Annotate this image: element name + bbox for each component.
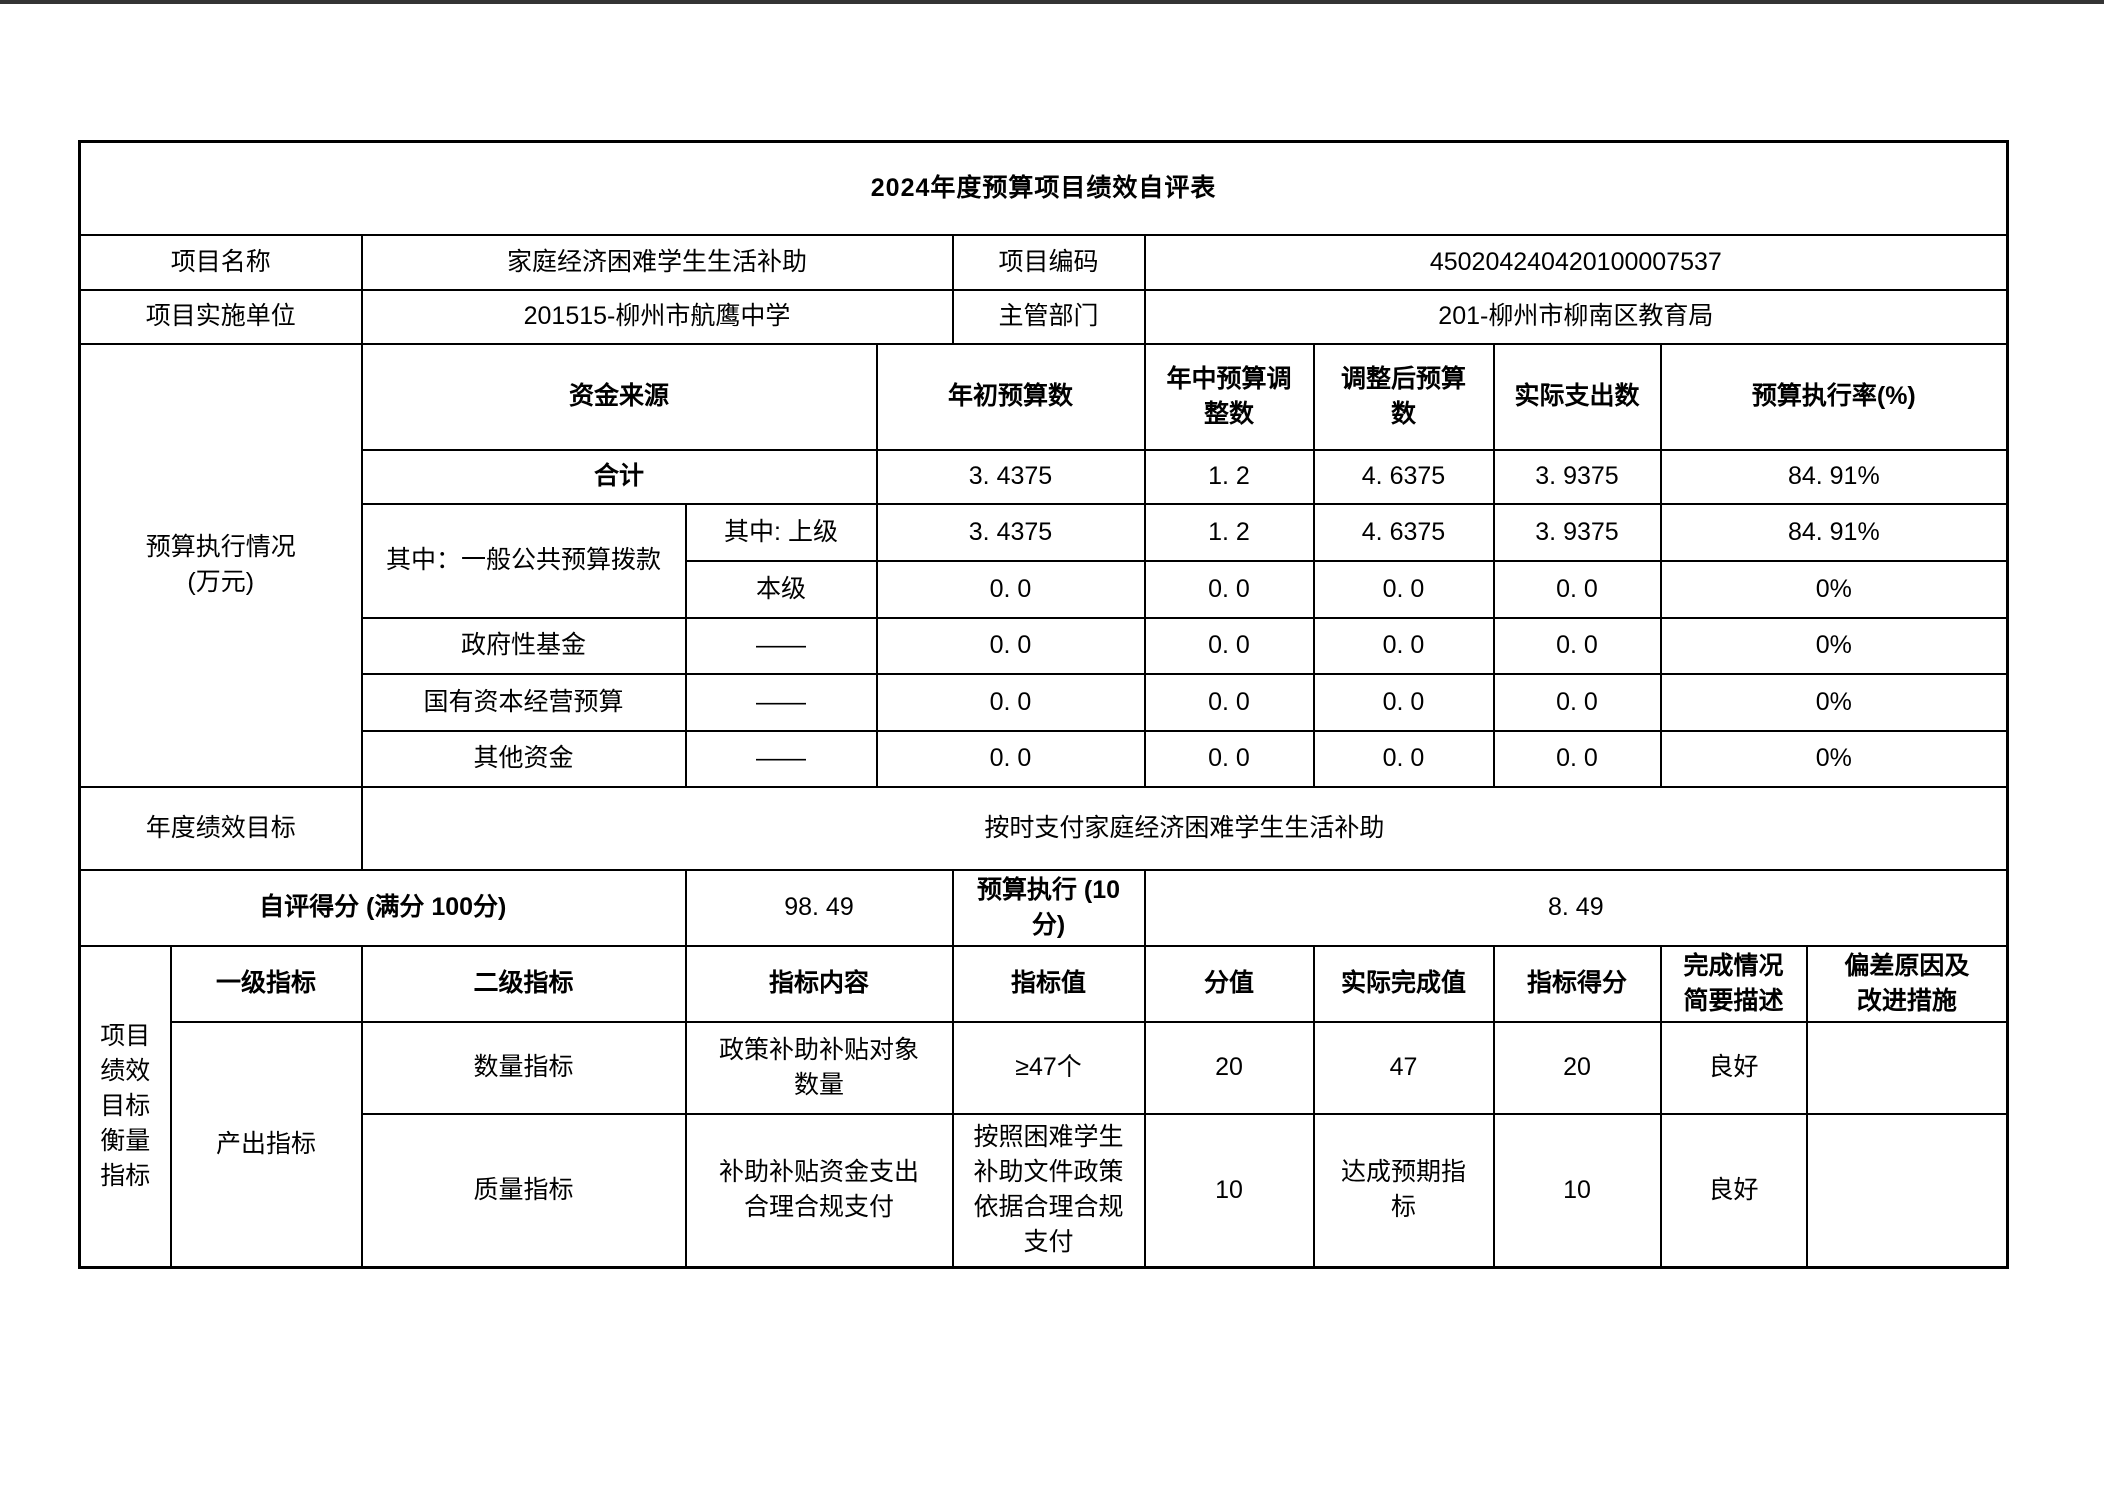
- indicator-row-level2: 质量指标: [360, 1112, 687, 1269]
- budget-soe-adjusted: 0. 0: [1312, 672, 1495, 732]
- budget-total-adjusted: 4. 6375: [1312, 448, 1495, 505]
- page-title: 2024年度预算项目绩效自评表: [78, 140, 2009, 236]
- indicator-row-deviation: [1805, 1020, 2009, 1115]
- budget-header-source: 资金来源: [360, 342, 878, 451]
- indicator-row-status: 良好: [1659, 1020, 1808, 1115]
- budget-local-midyear: 0. 0: [1143, 559, 1315, 619]
- budget-local-initial: 0. 0: [875, 559, 1146, 619]
- budget-other-midyear: 0. 0: [1143, 729, 1315, 788]
- indicator-header-actual: 实际完成值: [1312, 944, 1495, 1023]
- budget-superior-label: 其中: 上级: [684, 502, 878, 562]
- budget-local-actual: 0. 0: [1492, 559, 1662, 619]
- indicator-header-status: 完成情况 简要描述: [1659, 944, 1808, 1023]
- annual-goal-label: 年度绩效目标: [78, 785, 363, 871]
- indicator-level1-output: 产出指标: [169, 1020, 363, 1269]
- indicator-section-label: 项目 绩效 目标 衡量 指标: [78, 944, 172, 1269]
- indicator-row-actual: 达成预期指 标: [1312, 1112, 1495, 1269]
- budget-total-label: 合计: [360, 448, 878, 505]
- self-evaluation-sheet: 2024年度预算项目绩效自评表 项目名称 家庭经济困难学生生活补助 项目编码 4…: [78, 140, 2010, 1269]
- budget-other-initial: 0. 0: [875, 729, 1146, 788]
- indicator-header-score: 指标得分: [1492, 944, 1662, 1023]
- project-code-label: 项目编码: [951, 233, 1146, 291]
- budget-header-actual: 实际支出数: [1492, 342, 1662, 451]
- budget-govfund-dash: ——: [684, 616, 878, 675]
- indicator-header-level2: 二级指标: [360, 944, 687, 1023]
- implement-unit-label: 项目实施单位: [78, 288, 363, 345]
- budget-govfund-rate: 0%: [1659, 616, 2009, 675]
- self-eval-label: 自评得分 (满分 100分): [78, 868, 687, 947]
- indicator-row-target: 按照困难学生 补助文件政策 依据合理合规 支付: [951, 1112, 1146, 1269]
- indicator-row-weight: 10: [1143, 1112, 1315, 1269]
- authority-value: 201-柳州市柳南区教育局: [1143, 288, 2009, 345]
- budget-section-label: 预算执行情况 (万元): [78, 342, 363, 788]
- budget-soe-actual: 0. 0: [1492, 672, 1662, 732]
- budget-soe-label: 国有资本经营预算: [360, 672, 687, 732]
- budget-superior-rate: 84. 91%: [1659, 502, 2009, 562]
- budget-total-initial: 3. 4375: [875, 448, 1146, 505]
- self-evaluation-table: 2024年度预算项目绩效自评表 项目名称 家庭经济困难学生生活补助 项目编码 4…: [78, 140, 2010, 1269]
- budget-govfund-initial: 0. 0: [875, 616, 1146, 675]
- budget-header-adjusted: 调整后预算 数: [1312, 342, 1495, 451]
- indicator-row-score: 10: [1492, 1112, 1662, 1269]
- budget-exec-score-value: 8. 49: [1143, 868, 2009, 947]
- budget-superior-actual: 3. 9375: [1492, 502, 1662, 562]
- budget-total-midyear: 1. 2: [1143, 448, 1315, 505]
- budget-local-adjusted: 0. 0: [1312, 559, 1495, 619]
- budget-superior-adjusted: 4. 6375: [1312, 502, 1495, 562]
- authority-label: 主管部门: [951, 288, 1146, 345]
- indicator-row-content: 政策补助补贴对象 数量: [684, 1020, 954, 1115]
- indicator-row-score: 20: [1492, 1020, 1662, 1115]
- project-code-value: 450204240420100007537: [1143, 233, 2009, 291]
- budget-soe-initial: 0. 0: [875, 672, 1146, 732]
- budget-govfund-actual: 0. 0: [1492, 616, 1662, 675]
- indicator-row-status: 良好: [1659, 1112, 1808, 1269]
- budget-govfund-label: 政府性基金: [360, 616, 687, 675]
- window-top-edge: [0, 0, 2104, 4]
- annual-goal-content: 按时支付家庭经济困难学生生活补助: [360, 785, 2009, 871]
- budget-header-midyear: 年中预算调 整数: [1143, 342, 1315, 451]
- budget-soe-midyear: 0. 0: [1143, 672, 1315, 732]
- self-eval-score: 98. 49: [684, 868, 954, 947]
- indicator-header-deviation: 偏差原因及 改进措施: [1805, 944, 2009, 1023]
- budget-local-rate: 0%: [1659, 559, 2009, 619]
- indicator-header-target: 指标值: [951, 944, 1146, 1023]
- indicator-row-actual: 47: [1312, 1020, 1495, 1115]
- indicator-header-weight: 分值: [1143, 944, 1315, 1023]
- budget-govfund-midyear: 0. 0: [1143, 616, 1315, 675]
- indicator-row-content: 补助补贴资金支出 合理合规支付: [684, 1112, 954, 1269]
- indicator-row-weight: 20: [1143, 1020, 1315, 1115]
- budget-total-actual: 3. 9375: [1492, 448, 1662, 505]
- budget-header-rate: 预算执行率(%): [1659, 342, 2009, 451]
- budget-superior-initial: 3. 4375: [875, 502, 1146, 562]
- budget-other-dash: ——: [684, 729, 878, 788]
- budget-exec-score-label: 预算执行 (10 分): [951, 868, 1146, 947]
- indicator-row-level2: 数量指标: [360, 1020, 687, 1115]
- budget-local-label: 本级: [684, 559, 878, 619]
- budget-other-label: 其他资金: [360, 729, 687, 788]
- indicator-row-deviation: [1805, 1112, 2009, 1269]
- project-name-label: 项目名称: [78, 233, 363, 291]
- budget-other-adjusted: 0. 0: [1312, 729, 1495, 788]
- indicator-row-target: ≥47个: [951, 1020, 1146, 1115]
- budget-soe-rate: 0%: [1659, 672, 2009, 732]
- budget-other-actual: 0. 0: [1492, 729, 1662, 788]
- budget-soe-dash: ——: [684, 672, 878, 732]
- budget-total-rate: 84. 91%: [1659, 448, 2009, 505]
- budget-other-rate: 0%: [1659, 729, 2009, 788]
- budget-general-label: 其中：一般公共预算拨款: [360, 502, 687, 619]
- indicator-header-level1: 一级指标: [169, 944, 363, 1023]
- indicator-header-content: 指标内容: [684, 944, 954, 1023]
- budget-superior-midyear: 1. 2: [1143, 502, 1315, 562]
- implement-unit-value: 201515-柳州市航鹰中学: [360, 288, 954, 345]
- project-name-value: 家庭经济困难学生生活补助: [360, 233, 954, 291]
- budget-govfund-adjusted: 0. 0: [1312, 616, 1495, 675]
- budget-header-initial: 年初预算数: [875, 342, 1146, 451]
